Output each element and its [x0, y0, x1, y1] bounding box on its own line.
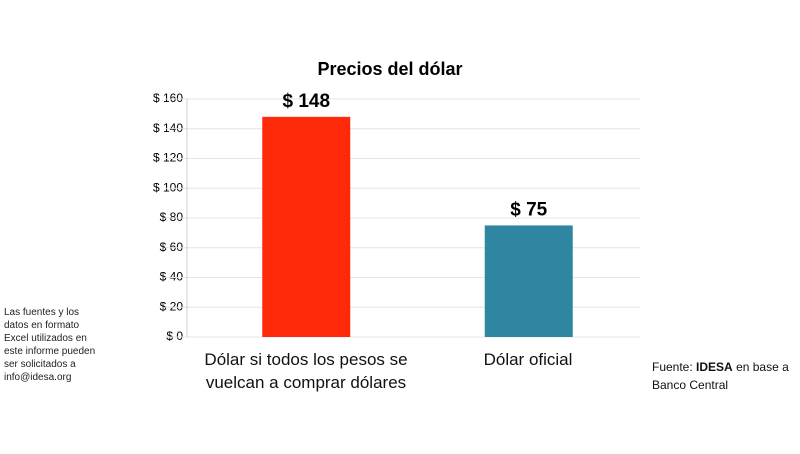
y-tick-label: $ 0: [166, 329, 183, 343]
y-tick-label: $ 140: [153, 121, 183, 135]
x-tick-label: Dólar oficial: [483, 350, 573, 369]
note-line: ser solicitados a: [4, 359, 76, 370]
y-tick-label: $ 100: [153, 180, 183, 194]
y-tick-label: $ 160: [153, 91, 183, 105]
value-label: $ 148: [282, 91, 330, 112]
bar: [262, 116, 351, 337]
source-emphasis: IDESA: [696, 360, 733, 374]
note-line: datos en formato: [4, 320, 80, 331]
source-prefix: Fuente:: [652, 360, 693, 374]
bar: [484, 225, 573, 337]
note-line: info@idesa.org: [4, 372, 72, 383]
note-line: Las fuentes y los: [4, 307, 80, 318]
note-line: este informe pueden: [4, 346, 96, 357]
source-suffix: en base a Banco Central: [652, 360, 789, 392]
note: Las fuentes y los datos en formato Excel…: [4, 306, 95, 384]
y-tick-label: $ 60: [160, 240, 184, 254]
y-tick-label: $ 120: [153, 151, 183, 165]
value-label: $ 75: [510, 199, 547, 220]
chart-title: Precios del dólar: [317, 59, 462, 79]
y-tick-label: $ 40: [160, 270, 184, 284]
x-tick-label: Dólar si todos los pesos se vuelcan a co…: [204, 350, 408, 392]
y-tick-label: $ 20: [160, 299, 184, 313]
source: Fuente: IDESA en base a Banco Central: [652, 358, 800, 394]
y-tick-label: $ 80: [160, 210, 184, 224]
note-line: Excel utilizados en: [4, 333, 87, 344]
